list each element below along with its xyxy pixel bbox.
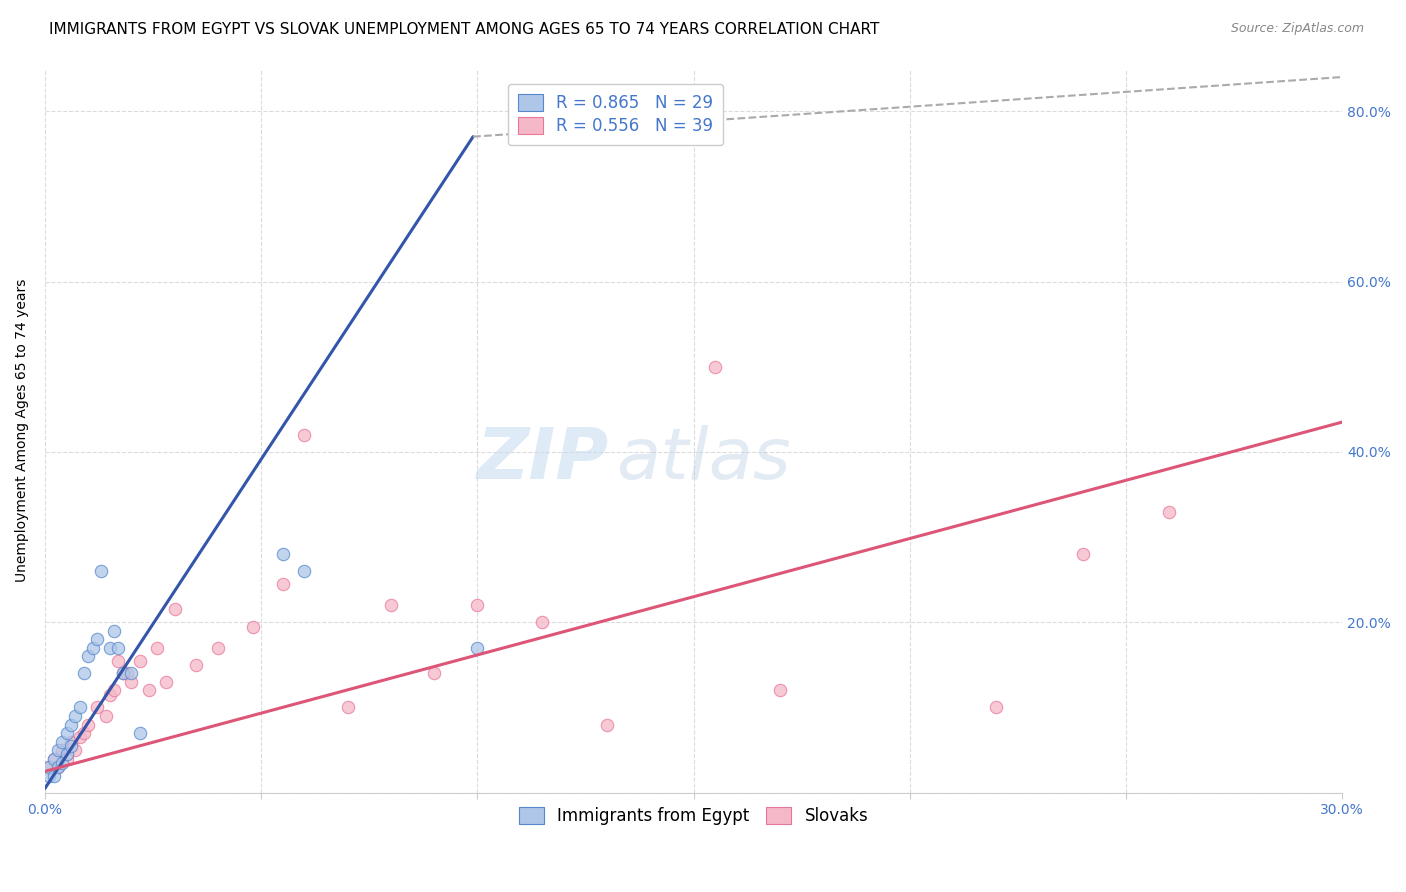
Point	[704, 359, 727, 374]
Point	[73, 726, 96, 740]
Point	[138, 683, 160, 698]
Point	[59, 739, 82, 753]
Text: atlas: atlas	[616, 425, 790, 494]
Point	[51, 756, 73, 770]
Point	[90, 564, 112, 578]
Point	[467, 599, 489, 613]
Point	[531, 615, 554, 630]
Point	[986, 700, 1008, 714]
Legend: Immigrants from Egypt, Slovaks: Immigrants from Egypt, Slovaks	[509, 797, 879, 835]
Point	[42, 769, 65, 783]
Text: Source: ZipAtlas.com: Source: ZipAtlas.com	[1230, 22, 1364, 36]
Point	[42, 751, 65, 765]
Point	[55, 751, 77, 765]
Point	[38, 760, 60, 774]
Point	[65, 743, 87, 757]
Point	[186, 657, 208, 672]
Point	[129, 726, 152, 740]
Point	[423, 666, 446, 681]
Point	[98, 688, 121, 702]
Point	[65, 709, 87, 723]
Point	[146, 640, 169, 655]
Point	[38, 769, 60, 783]
Point	[73, 666, 96, 681]
Point	[103, 683, 125, 698]
Y-axis label: Unemployment Among Ages 65 to 74 years: Unemployment Among Ages 65 to 74 years	[15, 279, 30, 582]
Point	[769, 683, 792, 698]
Point	[77, 649, 100, 664]
Point	[163, 602, 186, 616]
Point	[129, 654, 152, 668]
Point	[94, 709, 117, 723]
Point	[46, 760, 69, 774]
Point	[38, 760, 60, 774]
Point	[1071, 547, 1094, 561]
Point	[155, 674, 177, 689]
Point	[86, 632, 108, 647]
Point	[111, 666, 134, 681]
Point	[107, 654, 129, 668]
Point	[115, 666, 138, 681]
Point	[51, 734, 73, 748]
Point	[682, 121, 704, 136]
Point	[98, 640, 121, 655]
Point	[51, 743, 73, 757]
Point	[120, 666, 142, 681]
Point	[82, 640, 104, 655]
Point	[294, 427, 316, 442]
Point	[55, 747, 77, 762]
Point	[77, 717, 100, 731]
Point	[69, 700, 91, 714]
Point	[596, 717, 619, 731]
Point	[207, 640, 229, 655]
Point	[1159, 504, 1181, 518]
Point	[55, 726, 77, 740]
Point	[103, 624, 125, 638]
Point	[294, 564, 316, 578]
Point	[467, 640, 489, 655]
Point	[380, 599, 402, 613]
Point	[46, 760, 69, 774]
Point	[107, 640, 129, 655]
Point	[120, 674, 142, 689]
Text: ZIP: ZIP	[477, 425, 609, 494]
Point	[59, 734, 82, 748]
Point	[336, 700, 359, 714]
Point	[42, 751, 65, 765]
Point	[46, 743, 69, 757]
Point	[111, 666, 134, 681]
Point	[86, 700, 108, 714]
Point	[59, 717, 82, 731]
Point	[242, 619, 264, 633]
Point	[271, 577, 294, 591]
Point	[69, 731, 91, 745]
Text: IMMIGRANTS FROM EGYPT VS SLOVAK UNEMPLOYMENT AMONG AGES 65 TO 74 YEARS CORRELATI: IMMIGRANTS FROM EGYPT VS SLOVAK UNEMPLOY…	[49, 22, 880, 37]
Point	[271, 547, 294, 561]
